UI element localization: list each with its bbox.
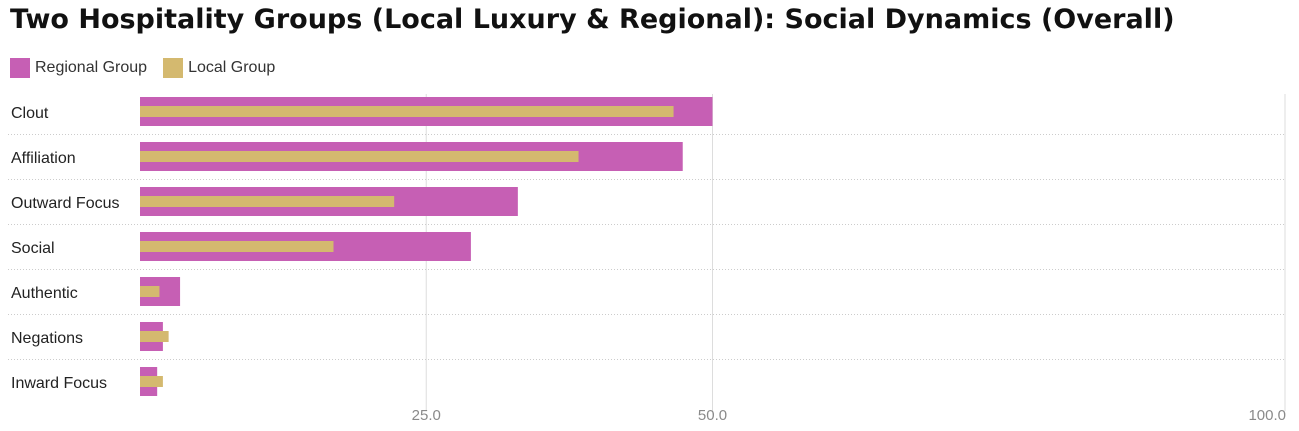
chart-title: Two Hospitality Groups (Local Luxury & R… — [10, 4, 1175, 35]
legend-item-local: Local Group — [163, 58, 275, 78]
category-label: Outward Focus — [11, 195, 119, 212]
bar-local — [140, 331, 169, 342]
bar-local — [140, 151, 579, 162]
legend-item-regional: Regional Group — [10, 58, 147, 78]
legend-swatch-regional — [10, 58, 30, 78]
legend-label-local: Local Group — [188, 59, 276, 76]
category-label: Inward Focus — [11, 375, 107, 392]
legend-label-regional: Regional Group — [35, 59, 148, 76]
bar-local — [140, 376, 163, 387]
bar-local — [140, 196, 395, 207]
bar-local — [140, 106, 674, 117]
category-label: Authentic — [11, 285, 78, 302]
bar-local — [140, 286, 160, 297]
category-label: Affiliation — [11, 150, 76, 167]
legend-swatch-local — [163, 58, 184, 78]
x-tick-label: 100.0 — [1248, 407, 1286, 424]
bar-local — [140, 241, 334, 252]
category-label: Negations — [11, 330, 83, 347]
category-label: Clout — [11, 105, 49, 122]
x-tick-label: 25.0 — [412, 407, 441, 424]
legend: Regional Group Local Group — [10, 58, 275, 78]
x-tick-label: 50.0 — [698, 407, 727, 424]
category-label: Social — [11, 240, 55, 257]
